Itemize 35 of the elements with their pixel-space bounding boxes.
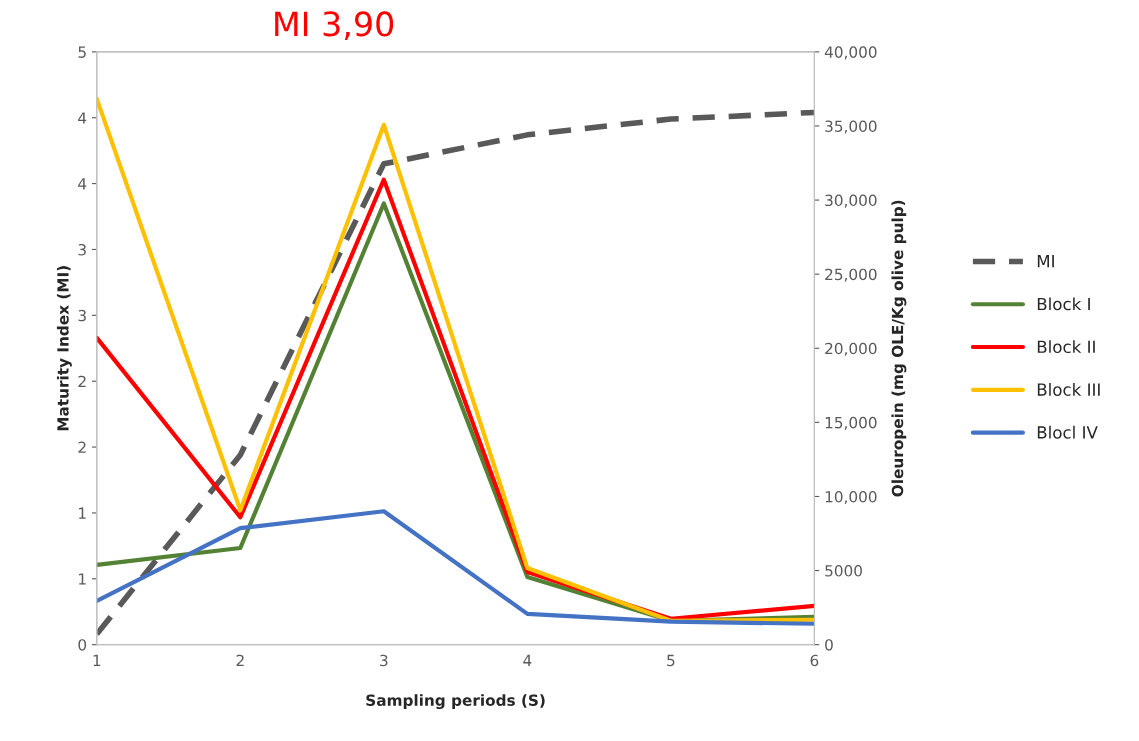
legend-label: Block II bbox=[1037, 340, 1095, 354]
y-tick-label: 1 bbox=[79, 507, 86, 519]
y2-axis-title: Oleuropein (mg OLE/Kg olive pulp) bbox=[891, 200, 907, 497]
y2-tick-label: 15,000 bbox=[825, 416, 877, 430]
y-tick-label: 5 bbox=[78, 46, 86, 58]
y-tick-label: 3 bbox=[78, 309, 86, 322]
y-tick-label: 4 bbox=[78, 178, 87, 190]
y2-tick-label: 25,000 bbox=[825, 268, 877, 282]
x-tick-label: 1 bbox=[93, 654, 101, 666]
y-axis-title: Maturity Index (MI) bbox=[56, 266, 72, 431]
legend-label: Block III bbox=[1037, 383, 1100, 396]
y2-tick-label: 20,000 bbox=[825, 342, 877, 356]
y2-tick-label: 10,000 bbox=[825, 490, 877, 505]
text: MI 3,90 bbox=[275, 11, 394, 40]
y2-tick-label: 5000 bbox=[825, 565, 862, 577]
legend-label: MI bbox=[1037, 255, 1054, 268]
y-tick-label: 2 bbox=[78, 375, 86, 388]
y2-tick-label: 30,000 bbox=[825, 194, 877, 208]
y-tick-label: 3 bbox=[78, 243, 86, 256]
y2-tick-label: 35,000 bbox=[825, 120, 877, 134]
x-tick-label: 6 bbox=[810, 654, 819, 667]
legend-label: Block I bbox=[1037, 297, 1090, 311]
line-series bbox=[96, 509, 815, 626]
x-tick-label: 3 bbox=[380, 654, 388, 667]
legend-label: Blocl IV bbox=[1037, 425, 1098, 439]
x-tick-label: 2 bbox=[236, 654, 244, 666]
x-axis-title: Sampling periods (S) bbox=[366, 694, 545, 710]
y2-tick-label: 40,000 bbox=[824, 46, 877, 60]
y-tick-label: 2 bbox=[78, 441, 86, 453]
x-tick-label: 4 bbox=[523, 654, 532, 666]
y-tick-label: 0 bbox=[78, 639, 87, 651]
x-tick-label: 5 bbox=[667, 654, 675, 667]
y2-tick-label: 0 bbox=[825, 639, 833, 651]
y-tick-label: 1 bbox=[79, 573, 86, 585]
y-tick-label: 4 bbox=[78, 112, 87, 124]
